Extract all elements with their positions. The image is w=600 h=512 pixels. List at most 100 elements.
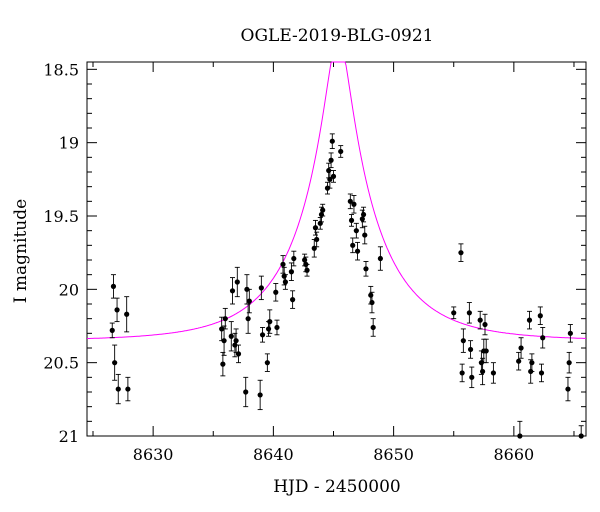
data-point <box>329 133 335 149</box>
data-point <box>567 324 573 343</box>
point-marker <box>304 267 310 273</box>
data-point <box>320 203 326 217</box>
data-point <box>110 274 117 299</box>
point-marker <box>274 324 280 331</box>
point-marker <box>229 288 236 294</box>
data-point <box>229 277 236 305</box>
y-tick-label: 20.5 <box>43 354 79 373</box>
point-marker <box>482 321 488 328</box>
data-point <box>330 170 337 183</box>
data-point <box>466 302 472 324</box>
data-point <box>274 319 280 336</box>
data-point <box>469 366 475 389</box>
point-marker <box>363 266 369 272</box>
point-marker <box>222 316 228 322</box>
data-point <box>264 353 270 372</box>
point-marker <box>353 228 359 234</box>
y-tick-label: 19.5 <box>43 207 79 226</box>
data-point <box>245 303 251 334</box>
data-point <box>311 239 317 258</box>
point-marker <box>112 360 118 366</box>
data-point <box>529 353 535 372</box>
point-marker <box>258 285 264 291</box>
axis-ticks <box>87 62 586 437</box>
point-marker <box>350 242 356 248</box>
point-marker <box>565 386 571 392</box>
data-point <box>317 217 323 230</box>
data-point <box>273 283 279 302</box>
point-marker <box>124 311 130 317</box>
point-marker <box>529 360 535 366</box>
data-point <box>518 337 524 359</box>
data-point <box>362 225 368 245</box>
point-marker <box>220 361 226 367</box>
point-marker <box>246 298 252 304</box>
data-point <box>347 193 353 210</box>
data-point <box>363 261 369 277</box>
data-point <box>267 309 273 334</box>
point-marker <box>516 358 522 364</box>
point-marker <box>368 292 374 298</box>
point-marker <box>477 317 483 323</box>
point-marker <box>228 333 234 339</box>
data-point <box>460 328 466 353</box>
point-marker <box>115 386 121 392</box>
point-marker <box>348 217 355 223</box>
point-marker <box>377 255 383 262</box>
point-marker <box>257 392 263 398</box>
data-point <box>565 376 571 402</box>
data-point <box>537 306 543 325</box>
data-point <box>314 231 320 248</box>
point-marker <box>264 360 270 366</box>
point-marker <box>327 176 333 182</box>
point-marker <box>312 225 319 231</box>
point-marker <box>566 360 572 366</box>
data-point <box>259 327 266 343</box>
data-point <box>459 363 465 383</box>
point-marker <box>314 236 320 243</box>
data-point <box>538 363 545 383</box>
data-point <box>290 290 296 309</box>
data-point <box>540 327 546 349</box>
data-point <box>467 340 474 359</box>
y-tick-label: 20 <box>59 280 79 299</box>
point-marker <box>490 370 497 376</box>
data-point <box>377 246 383 271</box>
plot-frame <box>86 61 587 437</box>
point-marker <box>302 257 308 263</box>
data-points <box>109 133 584 439</box>
data-point <box>328 152 334 169</box>
data-point <box>517 420 523 439</box>
point-marker <box>259 332 266 338</box>
point-marker <box>483 348 489 354</box>
point-marker <box>469 374 475 380</box>
chart-title: OGLE-2019-BLG-0921 <box>241 26 434 46</box>
data-point <box>125 376 131 402</box>
data-point <box>257 379 263 411</box>
point-marker <box>282 279 288 285</box>
y-tick-labels: 18.5 19 19.5 20 20.5 21 <box>43 60 79 446</box>
data-point <box>235 344 242 364</box>
point-marker <box>234 279 240 285</box>
point-marker <box>359 216 365 222</box>
y-tick-label: 18.5 <box>43 60 79 79</box>
point-marker <box>243 389 249 395</box>
x-tick-labels: 8630 8640 8650 8660 <box>133 445 534 464</box>
point-marker <box>110 283 117 289</box>
point-marker <box>479 368 486 375</box>
data-point <box>220 351 226 377</box>
point-marker <box>351 201 357 207</box>
point-marker <box>219 326 225 332</box>
point-marker <box>567 330 573 336</box>
data-point <box>350 237 356 254</box>
data-point <box>490 362 497 384</box>
data-point <box>114 297 120 323</box>
data-point <box>483 338 489 364</box>
point-marker <box>109 327 115 333</box>
point-marker <box>451 310 457 316</box>
point-marker <box>114 307 120 313</box>
data-point <box>246 288 252 314</box>
point-marker <box>526 317 533 323</box>
data-point <box>482 313 488 336</box>
